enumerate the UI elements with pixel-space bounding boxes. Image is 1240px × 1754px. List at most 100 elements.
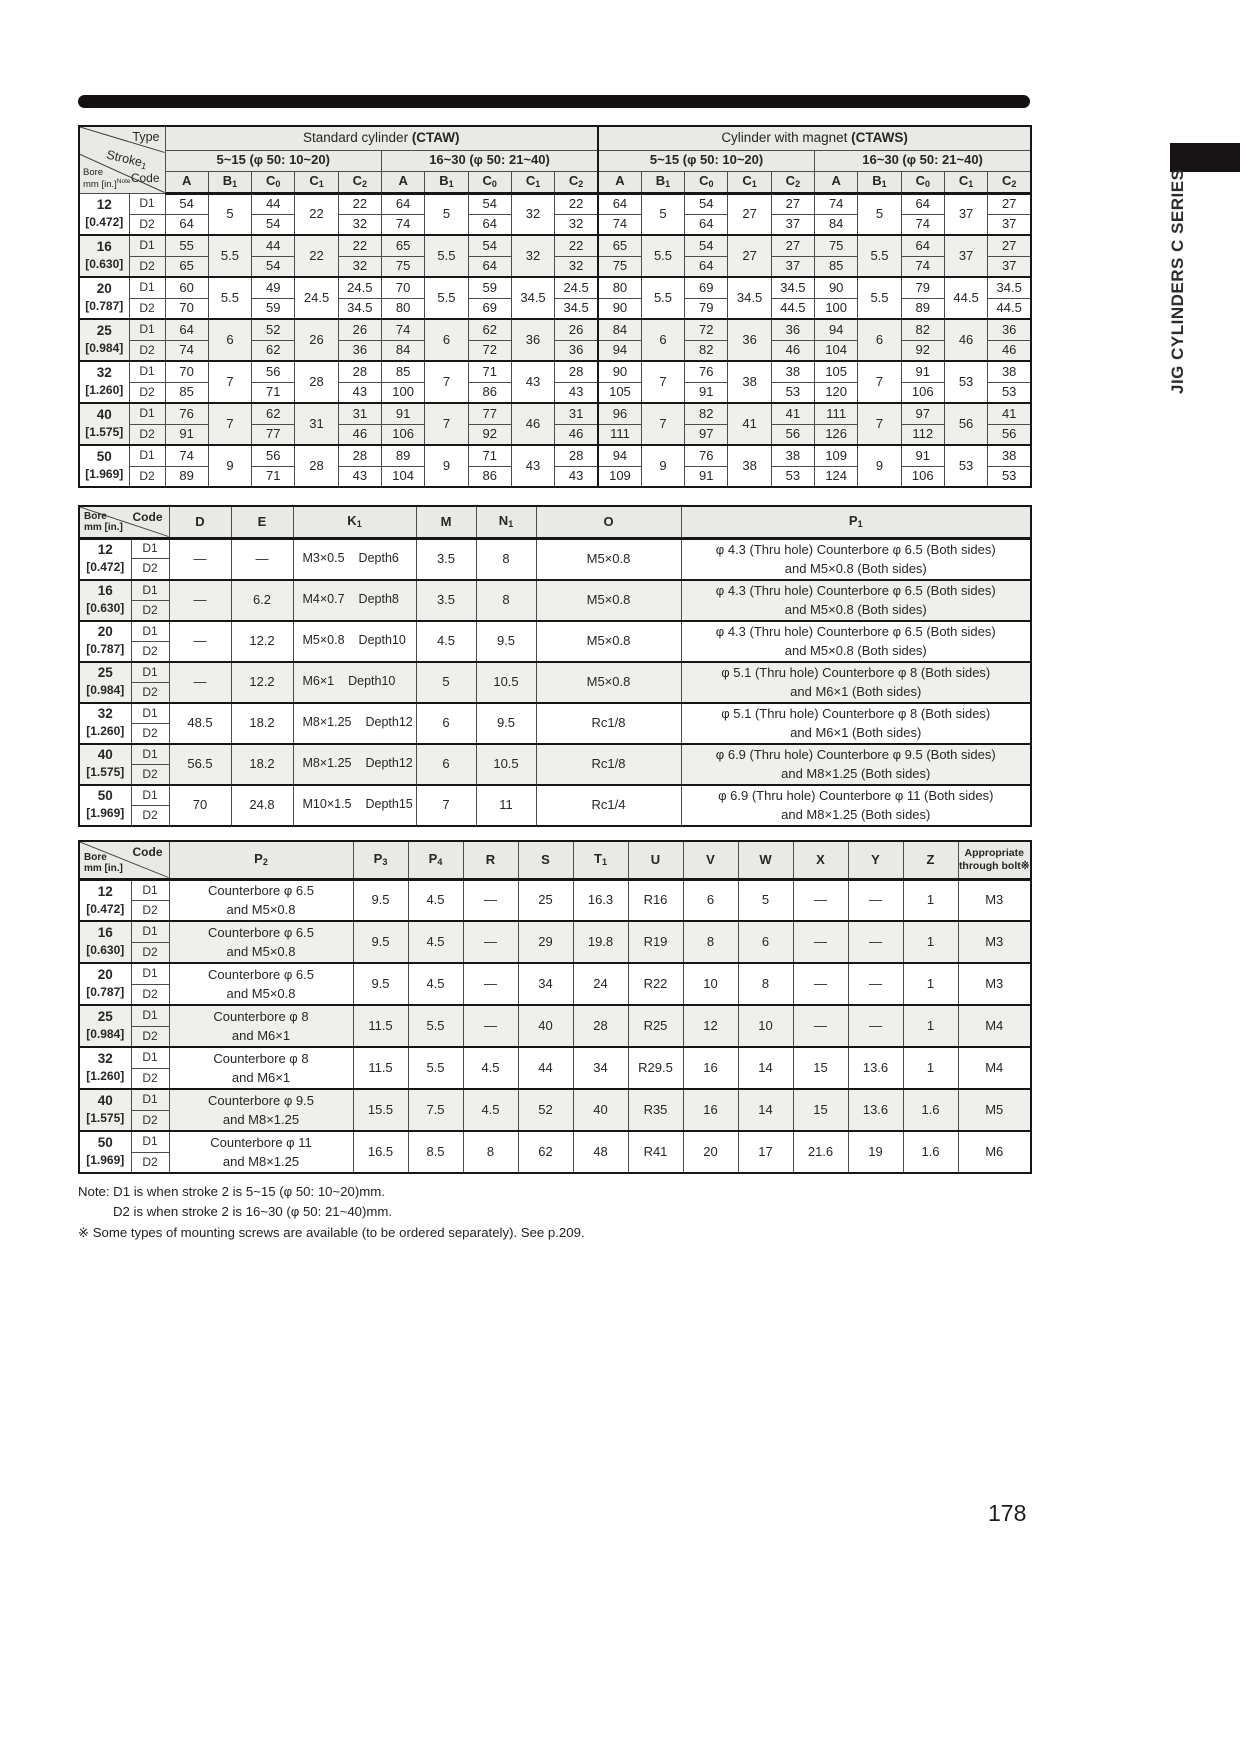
bore-cell: 40 [1.575] <box>78 1088 132 1132</box>
dim-C2: 43 <box>337 381 382 404</box>
dim-P4: 4.5 <box>407 920 464 964</box>
dim-C2: 43 <box>554 465 599 488</box>
code-cell: D1 <box>130 1130 170 1153</box>
code-cell: D2 <box>130 941 170 964</box>
dim-T1: 40 <box>572 1088 629 1132</box>
dim-A: 74 <box>597 213 642 236</box>
dim-D: — <box>168 660 232 703</box>
dim-B1: 9 <box>857 444 902 488</box>
stroke-header: 5~15 (φ 50: 10~20) <box>164 149 382 172</box>
column-header-A: A <box>380 170 426 195</box>
dim-C2: 27 <box>770 192 816 215</box>
code-cell: D2 <box>130 763 170 785</box>
code-cell: D1 <box>130 1046 170 1069</box>
dim-C0: 76 <box>684 444 729 467</box>
dim-C2: 38 <box>987 360 1032 383</box>
column-header-K1: K1 <box>292 505 417 540</box>
dimensions-table-1: Type Stroke1 Bore mm [in.]Note Code Standard … <box>78 125 1033 488</box>
dim-C0: 52 <box>251 318 296 341</box>
column-header-B1: B1 <box>640 170 686 195</box>
dim-C2: 46 <box>770 339 816 362</box>
dim-W: 5 <box>737 878 794 922</box>
dim-C2: 44.5 <box>987 297 1032 320</box>
dim-C2: 53 <box>770 465 816 488</box>
dim-C0: 72 <box>684 318 729 341</box>
dim-C2: 38 <box>987 444 1032 467</box>
side-tab <box>1170 143 1240 172</box>
code-cell: D2 <box>130 899 170 922</box>
code-cell: D1 <box>130 783 170 806</box>
code-cell: D2 <box>130 804 170 826</box>
dim-B1: 6 <box>424 318 469 362</box>
dim-S: 62 <box>517 1130 574 1174</box>
dim-N1: 10.5 <box>475 742 537 785</box>
dim-X: — <box>792 920 849 964</box>
dim-K1: M3×0.5 Depth6 <box>292 537 417 580</box>
dim-U: R41 <box>627 1130 684 1174</box>
dim-A: 85 <box>380 360 426 383</box>
dim-C2: 26 <box>554 318 599 341</box>
dim-A: 120 <box>814 381 859 404</box>
note-line-3: ※ Some types of mounting screws are avai… <box>78 1224 585 1240</box>
dim-C0: 77 <box>467 402 512 425</box>
dim-C0: 91 <box>900 444 945 467</box>
code-label: Code <box>130 171 160 185</box>
dim-C2: 37 <box>770 213 816 236</box>
dim-R: 8 <box>462 1130 519 1174</box>
dim-C2: 26 <box>337 318 382 341</box>
bore-cell: 50 [1.969] <box>78 1130 132 1174</box>
dim-C2: 44.5 <box>770 297 816 320</box>
dim-Z: 1 <box>902 1046 959 1090</box>
dim-R: 4.5 <box>462 1088 519 1132</box>
code-cell: D1 <box>130 1088 170 1111</box>
dim-X: 15 <box>792 1088 849 1132</box>
dim-A: 124 <box>814 465 859 488</box>
dim-R: 4.5 <box>462 1046 519 1090</box>
code-cell: D1 <box>130 920 170 943</box>
bore-cell: 12 [0.472] <box>78 192 130 236</box>
dim-A: 74 <box>164 444 209 467</box>
dim-P3: 11.5 <box>352 1004 409 1048</box>
dim-E: 12.2 <box>230 660 294 703</box>
dim-A: 104 <box>380 465 426 488</box>
dim-A: 70 <box>164 297 209 320</box>
dim-A: 65 <box>164 255 209 278</box>
dim-C0: 56 <box>251 360 296 383</box>
dim-C1: 22 <box>294 234 339 278</box>
dim-A: 100 <box>380 381 426 404</box>
dim-B1: 9 <box>207 444 253 488</box>
bore-cell: 32 [1.260] <box>78 701 132 744</box>
code-cell: D2 <box>130 640 170 662</box>
column-header-A: A <box>597 170 642 195</box>
dim-P3: 9.5 <box>352 920 409 964</box>
dim-C1: 38 <box>727 360 772 404</box>
dim-C0: 92 <box>467 423 512 446</box>
dim-P1: φ 4.3 (Thru hole) Counterbore φ 6.5 (Bot… <box>680 619 1032 662</box>
dim-W: 17 <box>737 1130 794 1174</box>
dim-through-bolt: M3 <box>957 962 1032 1006</box>
dim-A: 90 <box>597 360 642 383</box>
dim-C1: 38 <box>727 444 772 488</box>
dim-A: 85 <box>164 381 209 404</box>
code-cell: D1 <box>130 742 170 765</box>
dim-C1: 34.5 <box>727 276 772 320</box>
stroke-header: 16~30 (φ 50: 21~40) <box>380 149 599 172</box>
dim-W: 14 <box>737 1046 794 1090</box>
code-cell: D2 <box>130 1025 170 1048</box>
dim-V: 8 <box>682 920 739 964</box>
dim-A: 74 <box>814 192 859 215</box>
dim-A: 84 <box>814 213 859 236</box>
column-header-C2: C2 <box>337 170 382 195</box>
dim-C0: 64 <box>900 192 945 215</box>
column-header-A: A <box>814 170 859 195</box>
bore-label: Bore mm [in.] <box>84 851 123 875</box>
page-number: 178 <box>988 1500 1027 1526</box>
column-header-C2: C2 <box>554 170 599 195</box>
dim-P4: 7.5 <box>407 1088 464 1132</box>
dim-A: 109 <box>597 465 642 488</box>
column-header-Z: Z <box>902 840 959 881</box>
dim-P4: 8.5 <box>407 1130 464 1174</box>
dim-A: 80 <box>380 297 426 320</box>
dim-K1: M8×1.25 Depth12 <box>292 742 417 785</box>
code-cell: D2 <box>128 423 166 446</box>
